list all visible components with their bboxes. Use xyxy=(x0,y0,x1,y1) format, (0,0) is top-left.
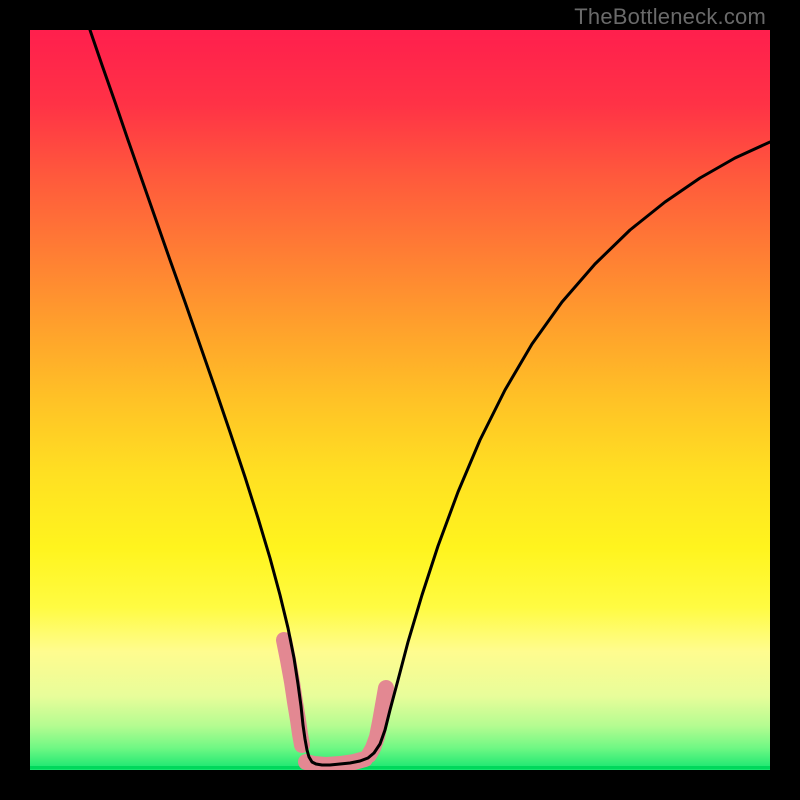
bottom-green-strip xyxy=(30,766,770,769)
gradient-background xyxy=(30,30,770,770)
chart-svg xyxy=(30,30,770,770)
watermark-text: TheBottleneck.com xyxy=(574,4,766,30)
chart-outer-frame: TheBottleneck.com xyxy=(0,0,800,800)
plot-area xyxy=(30,30,770,770)
